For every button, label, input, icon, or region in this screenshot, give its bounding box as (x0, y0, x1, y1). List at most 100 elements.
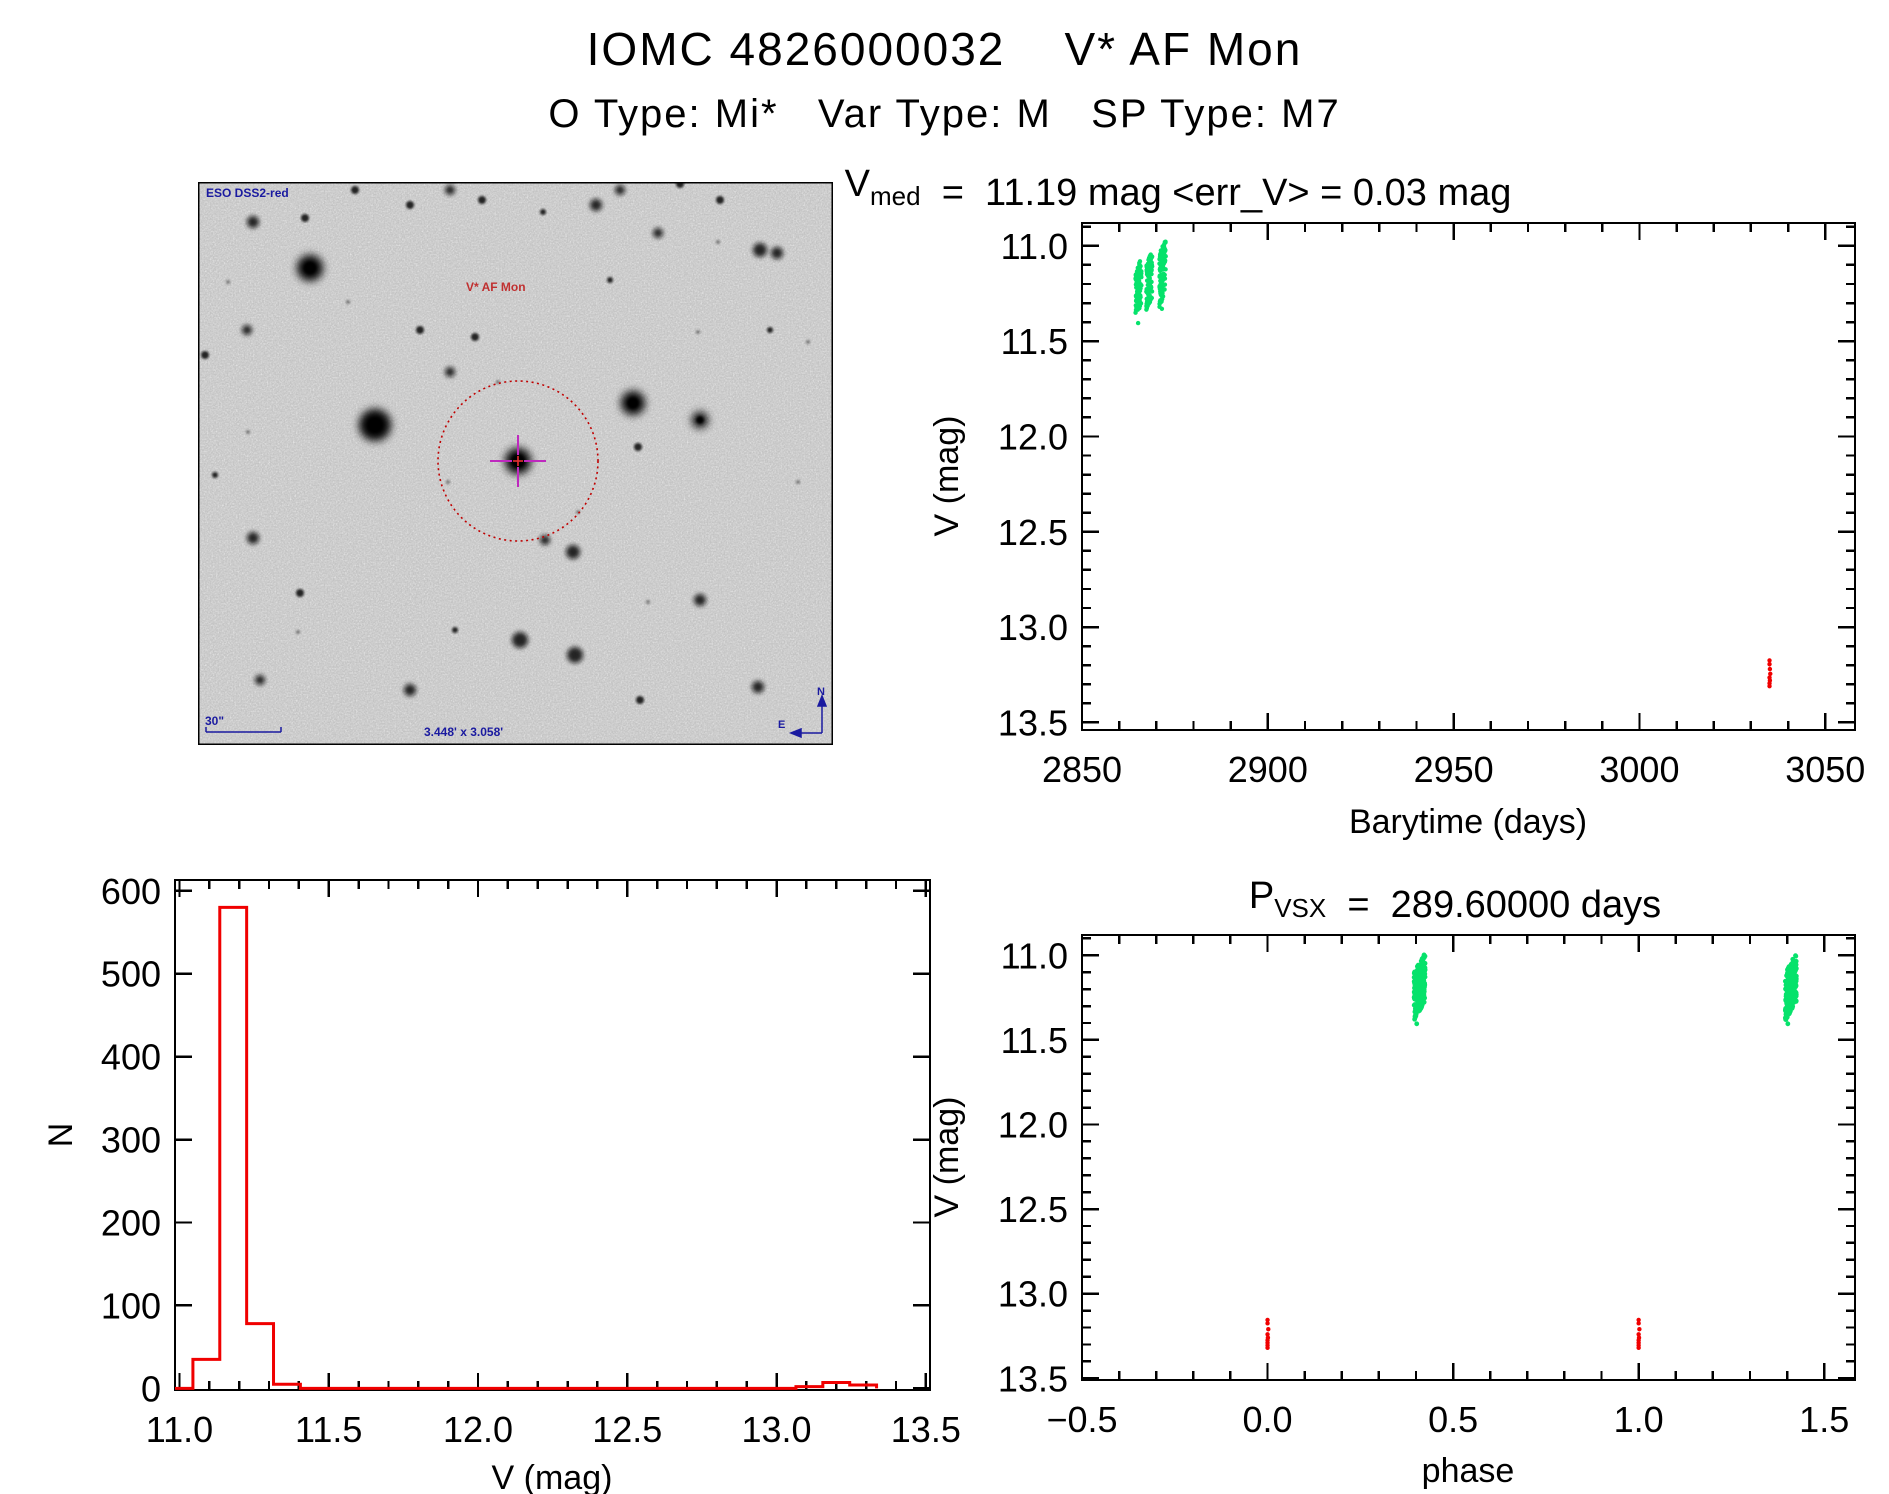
star (247, 532, 259, 544)
svg-text:200: 200 (101, 1202, 161, 1243)
svg-text:500: 500 (101, 954, 161, 995)
star (615, 185, 625, 195)
svg-text:12.0: 12.0 (998, 416, 1068, 457)
svg-text:V (mag): V (mag) (928, 1097, 966, 1218)
star (242, 325, 252, 335)
star (566, 545, 580, 559)
svg-text:11.0: 11.0 (146, 1409, 213, 1450)
svg-text:2850: 2850 (1042, 749, 1122, 790)
target-center-cross-icon (513, 456, 523, 466)
star (301, 214, 309, 222)
star (653, 228, 663, 238)
svg-text:N: N (42, 1123, 80, 1148)
histogram-outline (175, 905, 879, 1390)
svg-text:11.0: 11.0 (1001, 935, 1068, 976)
star (226, 280, 230, 284)
phase-flagged-points (1265, 1317, 1642, 1351)
field-of-view-label: 3.448' x 3.058' (424, 725, 504, 739)
lightcurve-labels: 2850 2900 2950 3000 3050 11.0 11.5 12.0 12.5 13.0… (845, 163, 1866, 841)
svg-text:−0.5: −0.5 (1046, 1399, 1117, 1440)
svg-text:13.0: 13.0 (998, 1274, 1068, 1315)
star (247, 216, 259, 228)
svg-text:11.5: 11.5 (1001, 1020, 1068, 1061)
star (471, 333, 479, 341)
star (416, 326, 424, 334)
star (796, 480, 800, 484)
lightcurve-flagged-points (1767, 658, 1773, 689)
bright-star (305, 379, 445, 471)
star (636, 696, 644, 704)
star (296, 630, 300, 634)
target-circle (437, 380, 599, 542)
svg-text:12.0: 12.0 (998, 1105, 1068, 1146)
bright-star (272, 240, 348, 296)
bright-star (589, 375, 677, 431)
star (753, 243, 767, 257)
star (752, 681, 764, 693)
star (634, 443, 642, 451)
svg-text:600: 600 (101, 871, 161, 912)
svg-text:3000: 3000 (1599, 749, 1679, 790)
svg-text:100: 100 (101, 1285, 161, 1326)
svg-text:13.5: 13.5 (998, 1358, 1068, 1399)
target-overlay-layer (437, 380, 599, 542)
svg-text:13.0: 13.0 (742, 1409, 812, 1450)
svg-text:V (mag): V (mag) (928, 416, 966, 537)
svg-text:400: 400 (101, 1037, 161, 1078)
image-frame (198, 182, 833, 745)
phase-axes (1080, 933, 1857, 1382)
star (646, 600, 650, 604)
svg-text:11.5: 11.5 (1001, 321, 1068, 362)
survey-label: ESO DSS2-red (206, 186, 289, 200)
star (246, 430, 250, 434)
svg-text:0.0: 0.0 (1243, 1399, 1293, 1440)
svg-text:13.5: 13.5 (891, 1409, 961, 1450)
star (607, 277, 613, 283)
lightcurve-axes (1080, 221, 1857, 732)
svg-text:300: 300 (101, 1120, 161, 1161)
svg-text:V (mag): V (mag) (492, 1459, 613, 1494)
scale-bar (205, 727, 282, 733)
svg-text:0.5: 0.5 (1428, 1399, 1478, 1440)
target-crosshair (490, 435, 546, 487)
svg-text:3050: 3050 (1785, 749, 1865, 790)
svg-text:13.5: 13.5 (998, 702, 1068, 743)
svg-text:1.0: 1.0 (1614, 1399, 1664, 1440)
phase-ok-points (1411, 952, 1799, 1027)
target-star-label: V* AF Mon (466, 280, 526, 294)
compass-north-label: N (817, 686, 825, 698)
compass-icon (788, 693, 828, 739)
finder-chart-image: ESO DSS2-red V* AF Mon 30" 3.448' x 3.05… (198, 182, 833, 745)
star (512, 632, 528, 648)
svg-text:13.0: 13.0 (998, 607, 1068, 648)
star (346, 300, 350, 304)
star (445, 367, 455, 377)
star (496, 380, 500, 384)
lightcurve-ok-points (1133, 239, 1168, 326)
star (696, 330, 700, 334)
star (767, 327, 773, 333)
star (212, 472, 218, 478)
page-title: IOMC 4826000032 V* AF Mon (586, 23, 1303, 75)
star (540, 209, 546, 215)
svg-text:12.5: 12.5 (592, 1409, 662, 1450)
svg-text:PVSX = 289.60000 days: PVSX = 289.60000 days (1249, 875, 1661, 926)
svg-text:phase: phase (1422, 1452, 1515, 1490)
star (201, 351, 209, 359)
star (771, 247, 783, 259)
star (806, 340, 810, 344)
star (406, 201, 414, 209)
star (452, 627, 458, 633)
svg-text:2900: 2900 (1228, 749, 1308, 790)
star (694, 594, 706, 606)
svg-text:12.0: 12.0 (443, 1409, 513, 1450)
star (351, 186, 359, 194)
svg-text:11.0: 11.0 (1001, 226, 1068, 267)
compass-east-label: E (778, 719, 786, 731)
star (716, 240, 720, 244)
star (478, 196, 486, 204)
svg-text:1.5: 1.5 (1799, 1399, 1849, 1440)
star (590, 199, 602, 211)
